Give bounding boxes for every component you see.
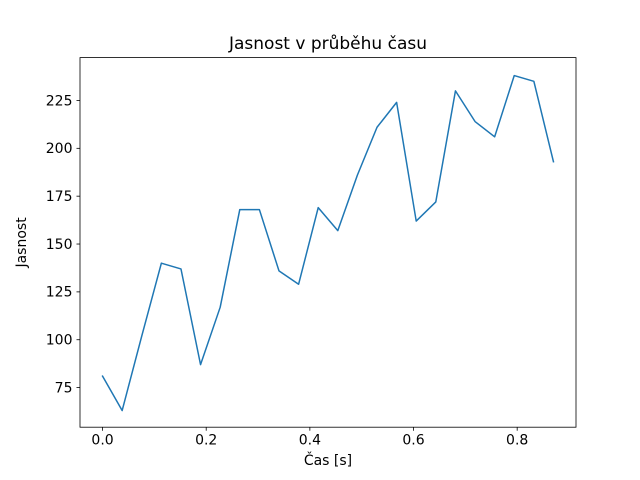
y-tick-label: 150 xyxy=(46,237,73,253)
y-tick-label: 100 xyxy=(46,333,73,349)
y-tick-label: 125 xyxy=(46,285,73,301)
y-axis-label: Jasnost xyxy=(14,217,30,269)
y-tick-label: 75 xyxy=(55,380,73,396)
y-tick-label: 200 xyxy=(46,141,73,157)
x-tick-label: 0.4 xyxy=(299,433,321,449)
x-tick-label: 0.0 xyxy=(91,433,113,449)
plot-frame xyxy=(79,57,577,428)
plot-area xyxy=(80,57,576,428)
chart-title: Jasnost v průběhu času xyxy=(228,34,427,54)
x-tick-label: 0.2 xyxy=(195,433,217,449)
x-tick-label: 0.8 xyxy=(506,433,528,449)
y-tick-label: 175 xyxy=(46,189,73,205)
y-tick-label: 225 xyxy=(46,93,73,109)
y-axis: 75 100 125 150 175 200 225 xyxy=(46,93,80,396)
x-tick-label: 0.6 xyxy=(402,433,424,449)
x-axis-label: Čas [s] xyxy=(304,451,352,469)
x-axis: 0.0 0.2 0.4 0.6 0.8 xyxy=(91,427,528,449)
brightness-line xyxy=(101,74,555,412)
